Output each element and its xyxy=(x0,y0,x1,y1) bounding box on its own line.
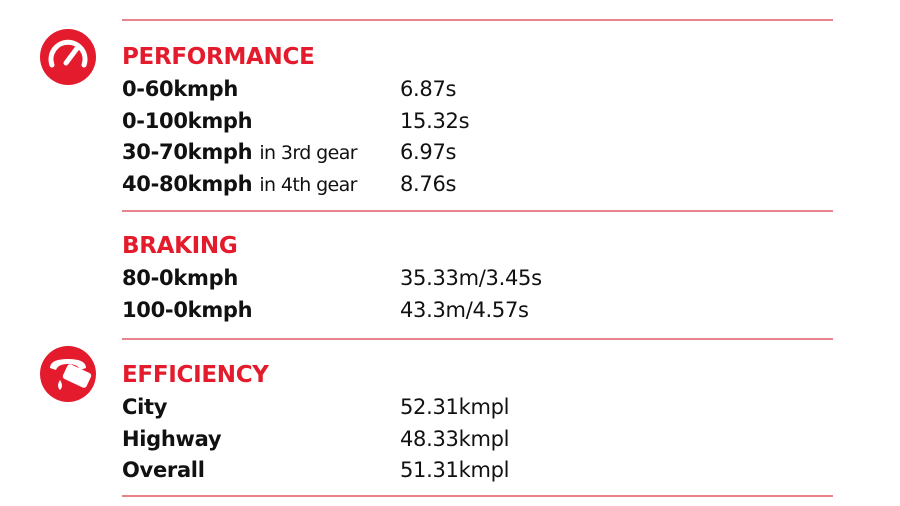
row-value: 8.76s xyxy=(400,171,457,196)
divider xyxy=(122,210,833,212)
label-text: Overall xyxy=(122,458,205,482)
row-value: 6.97s xyxy=(400,140,457,164)
row-label: 80-0kmph xyxy=(122,264,238,292)
row-value: 43.3m/4.57s xyxy=(400,297,529,322)
row-label: 40-80kmph in 4th gear xyxy=(122,170,358,199)
row-value: 48.33kmpl xyxy=(400,426,510,451)
row-label: Overall xyxy=(122,456,205,484)
row-value: 6.87s xyxy=(400,77,457,101)
row-value: 51.31kmpl xyxy=(400,458,510,482)
row-value: 15.32s xyxy=(400,108,470,133)
divider xyxy=(122,338,833,340)
label-text: 0-100kmph xyxy=(122,108,253,133)
row-label: 0-60kmph xyxy=(122,75,238,103)
label-note: in 3rd gear xyxy=(259,142,357,164)
section-title: BRAKING xyxy=(122,233,238,259)
label-text: 80-0kmph xyxy=(122,266,238,290)
divider xyxy=(122,495,833,497)
fuel-icon xyxy=(40,346,96,402)
section-title: EFFICIENCY xyxy=(122,362,269,388)
label-note: in 4th gear xyxy=(259,173,357,196)
divider xyxy=(122,19,833,21)
label-text: 30-70kmph xyxy=(122,140,253,164)
row-value: 35.33m/3.45s xyxy=(400,266,542,290)
row-label: City xyxy=(122,393,167,421)
row-label: 0-100kmph xyxy=(122,107,253,135)
label-text: 0-60kmph xyxy=(122,77,238,101)
label-text: City xyxy=(122,395,168,419)
speedometer-icon xyxy=(40,29,96,85)
row-label: 30-70kmph in 3rd gear xyxy=(122,138,358,167)
label-text: 40-80kmph xyxy=(122,171,253,196)
label-text: 100-0kmph xyxy=(122,297,253,322)
row-label: 100-0kmph xyxy=(122,296,253,324)
row-value: 52.31kmpl xyxy=(400,395,510,419)
section-title: PERFORMANCE xyxy=(122,44,315,70)
row-label: Highway xyxy=(122,425,222,453)
label-text: Highway xyxy=(122,426,222,451)
